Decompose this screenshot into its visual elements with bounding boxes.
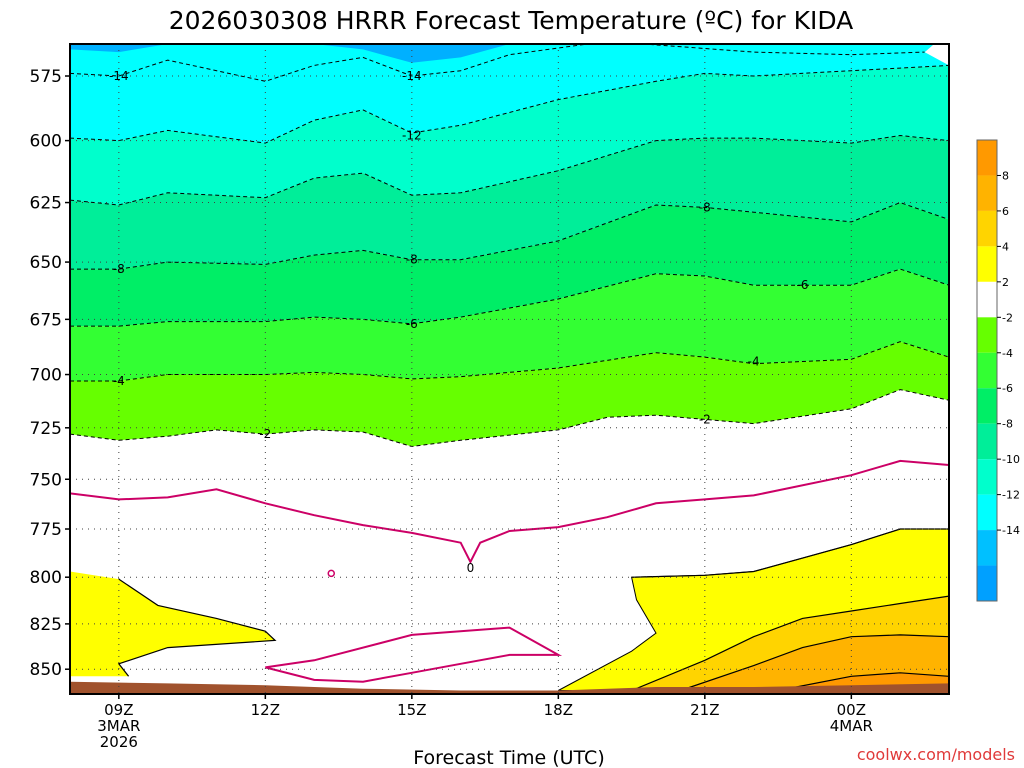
temperature-band xyxy=(70,202,949,327)
x-tick-label: 4MAR xyxy=(830,717,873,735)
x-tick-label: 18Z xyxy=(544,701,573,719)
plot-clip-group: -14 -14 -12 -8 -8 -8 -6 -6 -4 -4 -2 -2 0 xyxy=(70,44,949,694)
colorbar-label: -4 xyxy=(1002,347,1013,360)
contour-label: -6 xyxy=(797,278,809,292)
temperature-band xyxy=(70,135,949,270)
colorbar-swatch xyxy=(977,175,997,211)
x-tick-label: 2026 xyxy=(100,733,138,751)
colorbar: 8 6 4 2 -2 -4 -6 -8 -10 -12 -14 xyxy=(976,139,1020,602)
y-tick-label: 775 xyxy=(30,520,62,540)
contour-label: -12 xyxy=(402,129,422,143)
y-tick-label: 600 xyxy=(30,132,62,152)
credit-label: coolwx.com/models xyxy=(857,745,1015,764)
colorbar-label: -10 xyxy=(1002,453,1020,466)
colorbar-label: -14 xyxy=(1002,524,1020,537)
y-tick-label: 750 xyxy=(30,470,62,490)
plot-area: -14 -14 -12 -8 -8 -8 -6 -6 -4 -4 -2 -2 0 xyxy=(69,43,950,695)
plot-frame xyxy=(69,43,950,695)
y-tick-label: 650 xyxy=(30,253,62,273)
temperature-band xyxy=(70,269,949,381)
warm-contour-line xyxy=(680,634,949,692)
isotherm-line xyxy=(70,134,949,206)
isotherm-line xyxy=(70,389,949,448)
temperature-band xyxy=(70,341,949,447)
colorbar-swatch xyxy=(977,459,997,495)
ground-fill xyxy=(70,681,949,694)
contour-label: -4 xyxy=(113,374,125,388)
cold-core-mid xyxy=(314,44,510,63)
contour-label: -8 xyxy=(699,200,711,214)
colorbar-swatch xyxy=(977,140,997,176)
colorbar-swatch xyxy=(977,210,997,247)
colorbar-swatch xyxy=(977,317,997,353)
colorbar-swatch xyxy=(977,352,997,389)
y-tick-label: 575 xyxy=(30,67,62,87)
temperature-band xyxy=(70,44,949,144)
contour-label: -2 xyxy=(699,412,711,426)
contour-label: -4 xyxy=(748,354,760,368)
y-tick-label: 725 xyxy=(30,419,62,439)
x-tick-label: 09Z xyxy=(104,701,133,719)
isotherm-line xyxy=(70,341,949,382)
colorbar-label: 2 xyxy=(1002,276,1009,289)
isotherm-line xyxy=(70,202,949,270)
colorbar-swatch xyxy=(977,246,997,282)
colorbar-label: -8 xyxy=(1002,418,1013,431)
colorbar-label: 8 xyxy=(1002,169,1009,182)
contour-label: -14 xyxy=(109,69,129,83)
temperature-band-top xyxy=(70,44,935,82)
x-tick-label: 15Z xyxy=(397,701,426,719)
contour-label: -2 xyxy=(259,427,271,441)
colorbar-swatch xyxy=(977,388,997,424)
warm-contour-line xyxy=(631,528,949,578)
colorbar-swatch xyxy=(977,494,997,531)
x-tick-label: 00Z xyxy=(837,701,866,719)
contour-label: -14 xyxy=(402,69,422,83)
freezing-label: 0 xyxy=(467,561,475,575)
freezing-pocket xyxy=(265,626,563,683)
colorbar-swatch xyxy=(977,565,997,601)
contour-label: -8 xyxy=(113,262,125,276)
x-tick-label: 21Z xyxy=(690,701,719,719)
colorbar-label: -12 xyxy=(1002,489,1020,502)
chart-title: 2026030308 HRRR Forecast Temperature (ºC… xyxy=(169,6,854,35)
colorbar-label: -6 xyxy=(1002,382,1013,395)
colorbar-label: 4 xyxy=(1002,240,1009,253)
warm-contour-line xyxy=(777,672,949,692)
x-tick-label: 12Z xyxy=(251,701,280,719)
y-tick-label: 825 xyxy=(30,615,62,635)
contour-label: -8 xyxy=(406,253,418,267)
freezing-line xyxy=(70,459,949,565)
temperature-band xyxy=(70,65,949,206)
cold-core-left xyxy=(70,44,168,53)
colorbar-swatch xyxy=(977,423,997,460)
y-tick-label: 800 xyxy=(30,568,62,588)
x-axis-label: Forecast Time (UTC) xyxy=(413,747,604,768)
warm-contour-line xyxy=(117,578,277,677)
contour-label: -6 xyxy=(406,317,418,331)
axis-ticks: 575 600 625 650 675 700 725 750 775 800 825 850 09Z3… xyxy=(30,67,873,751)
x-tick-label: 3MAR xyxy=(97,717,140,735)
colorbar-frame xyxy=(976,139,998,602)
y-tick-label: 675 xyxy=(30,310,62,330)
warm-contour-line xyxy=(631,595,949,692)
freezing-dot xyxy=(327,569,336,578)
colorbar-swatch xyxy=(977,530,997,566)
y-tick-label: 625 xyxy=(30,194,62,214)
colorbar-swatch xyxy=(977,281,997,318)
isotherm-line xyxy=(70,44,925,82)
y-tick-label: 700 xyxy=(30,366,62,386)
colorbar-label: -2 xyxy=(1002,311,1013,324)
colorbar-label: 6 xyxy=(1002,205,1009,218)
y-tick-label: 850 xyxy=(30,660,62,680)
